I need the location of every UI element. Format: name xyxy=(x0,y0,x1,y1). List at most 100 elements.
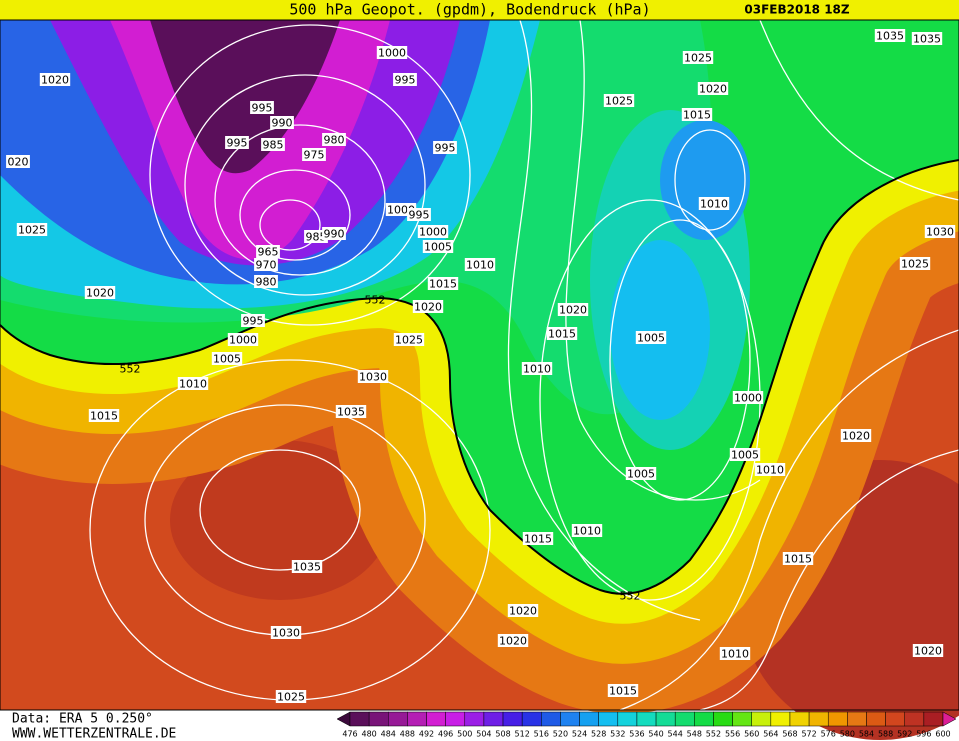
colorbar-label: 484 xyxy=(381,730,396,739)
region-cyan-east xyxy=(610,240,710,420)
colorbar-swatch xyxy=(636,711,657,727)
map-date: 03FEB2018 18Z xyxy=(744,3,850,17)
colorbar-label: 544 xyxy=(668,730,683,739)
colorbar-end-right xyxy=(942,711,957,727)
isobar-label: 995 xyxy=(243,315,264,328)
colorbar-swatch xyxy=(789,711,810,727)
isobar-label: 1015 xyxy=(683,109,711,122)
map-frame xyxy=(0,19,959,711)
isobar-label: 1035 xyxy=(293,561,321,574)
colorbar-swatch xyxy=(751,711,772,727)
isobar-label-box xyxy=(225,136,249,149)
colorbar-label: 496 xyxy=(438,730,453,739)
isobar-label-box xyxy=(912,644,944,657)
region-high xyxy=(170,440,390,600)
isobar-label-box xyxy=(911,32,943,45)
isobar-label-box xyxy=(732,391,764,404)
isobar-label-box xyxy=(270,626,302,639)
isobar-label-box xyxy=(681,108,713,121)
isobar-label-box xyxy=(607,684,639,697)
isobar-label: 990 xyxy=(324,228,345,241)
isobar-label-box xyxy=(719,647,751,660)
isobar-label: 1000 xyxy=(378,47,406,60)
isobar-label: 1035 xyxy=(876,30,904,43)
colorbar-swatch xyxy=(827,711,848,727)
isobar-label: 1035 xyxy=(913,33,941,46)
isobar-label: 990 xyxy=(272,117,293,130)
isobar-label-box xyxy=(270,116,294,129)
colorbar-label: 556 xyxy=(725,730,740,739)
isobar-label: 1025 xyxy=(18,224,46,237)
data-source: Data: ERA 5 0.250° xyxy=(12,712,153,727)
isobar-label-box xyxy=(6,155,30,168)
colorbar-swatch xyxy=(541,711,561,727)
isobar-label: 995 xyxy=(395,74,416,87)
isobar-label: 1005 xyxy=(731,449,759,462)
colorbar-swatch xyxy=(904,711,925,727)
colorbar-label: 584 xyxy=(859,730,874,739)
isobar-label-box xyxy=(497,634,529,647)
isobar-label: 1025 xyxy=(901,258,929,271)
colorbar-label: 600 xyxy=(935,730,950,739)
colorbar-label: 560 xyxy=(744,730,759,739)
isobar-label: 995 xyxy=(252,102,273,115)
isobar-label-box xyxy=(924,225,956,238)
isobar-label: 1020 xyxy=(559,304,587,317)
isobar-label: 985 xyxy=(306,231,327,244)
isobar-label-box xyxy=(393,73,417,86)
isobar-label-box xyxy=(407,208,431,221)
isobar-label-box xyxy=(84,286,116,299)
colorbar-swatch xyxy=(674,711,695,727)
colorbar-label: 568 xyxy=(782,730,797,739)
colorbar-swatch xyxy=(847,711,867,727)
isobar-label: 1020 xyxy=(86,287,114,300)
isobar-label-box xyxy=(376,46,408,59)
isobar-label: 1005 xyxy=(424,241,452,254)
isobar-label-box xyxy=(335,405,367,418)
isobar-label-box xyxy=(697,82,729,95)
isobar-label-box xyxy=(571,524,603,537)
isobar-label: 965 xyxy=(258,246,279,259)
isobar-label-box xyxy=(88,409,120,422)
isobar-label: 980 xyxy=(256,276,277,289)
isobar-label: 1005 xyxy=(627,468,655,481)
colorbar-swatch xyxy=(502,711,523,727)
contour-label: 552 xyxy=(620,590,641,603)
colorbar: 476 480 484 488 492 496 500 504 508 512 516 520 524 5… xyxy=(336,711,957,739)
colorbar-swatch xyxy=(579,711,599,727)
isobar-label: 995 xyxy=(227,137,248,150)
colorbar-swatch xyxy=(770,711,791,727)
colorbar-label: 572 xyxy=(801,730,816,739)
colorbar-swatch xyxy=(521,711,542,727)
isobar-label: 995 xyxy=(435,142,456,155)
colorbar-label: 548 xyxy=(687,730,702,739)
colorbar-swatch xyxy=(388,711,408,727)
isobar-label-box xyxy=(840,429,872,442)
isobar-label: 1005 xyxy=(213,353,241,366)
isobar-label-box xyxy=(899,257,931,270)
isobar-label-box xyxy=(304,230,328,243)
colorbar-swatch xyxy=(464,711,485,727)
colorbar-swatch xyxy=(445,711,466,727)
isobar-label-box xyxy=(412,300,444,313)
isobar-label-box xyxy=(302,148,326,161)
isobar-label-box xyxy=(557,303,589,316)
isobar-label-box xyxy=(227,333,259,346)
isobar-label-box xyxy=(177,377,209,390)
colorbar-label: 532 xyxy=(610,730,625,739)
isobar-label-box xyxy=(427,277,459,290)
isobar-label-box xyxy=(521,362,553,375)
website: WWW.WETTERZENTRALE.DE xyxy=(12,727,176,741)
isobar-label-box xyxy=(275,690,307,703)
isobar-label: 020 xyxy=(8,156,29,169)
colorbar-swatch xyxy=(885,711,905,727)
colorbar-label: 588 xyxy=(878,730,893,739)
isobar-label: 1025 xyxy=(395,334,423,347)
isobar-label: 975 xyxy=(304,149,325,162)
isobar-label-box xyxy=(507,604,539,617)
isobar-label-box xyxy=(393,333,425,346)
isobar-label-box xyxy=(422,240,454,253)
isobar-label: 1010 xyxy=(700,198,728,211)
